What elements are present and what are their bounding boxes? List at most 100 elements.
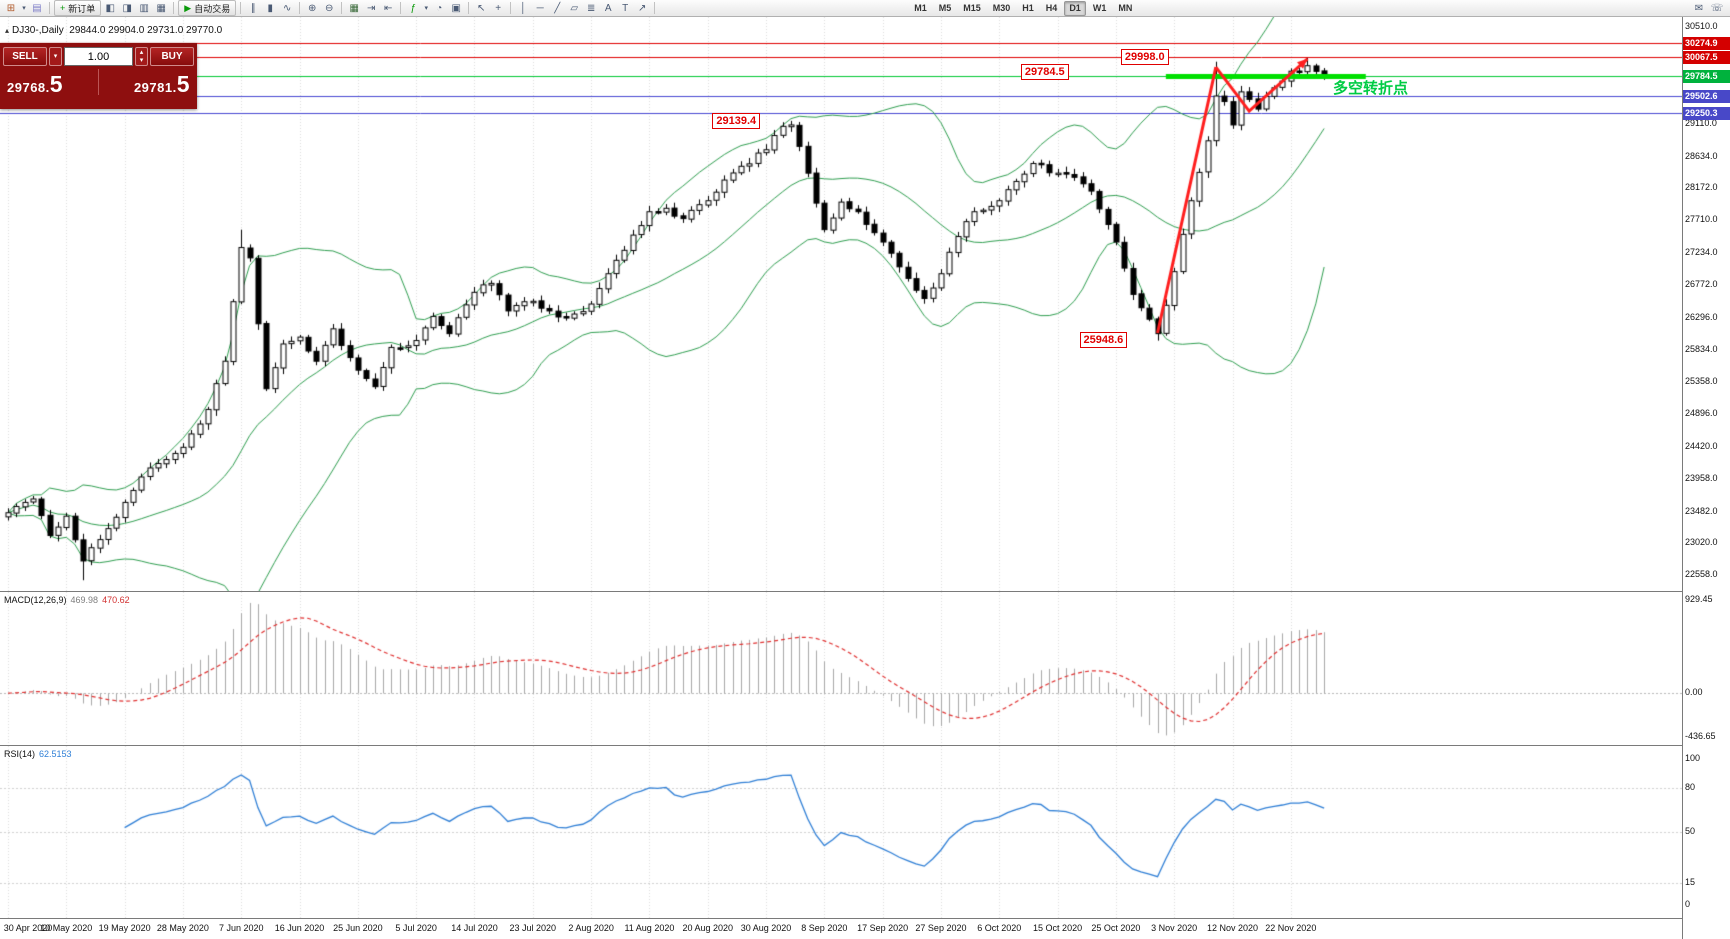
equidistant-channel-icon[interactable]: ▱ [570,2,579,14]
new-chart-dropdown-icon[interactable]: ▾ [22,5,26,12]
line-chart-icon[interactable]: ∿ [283,2,292,14]
buy-button[interactable]: BUY [150,47,194,66]
new-order-button-label: 新订单 [68,3,96,14]
price-axis-tick: 23482.0 [1685,505,1718,516]
time-axis-label: 23 Jul 2020 [509,923,557,933]
time-axis-label: 25 Oct 2020 [1091,923,1141,933]
mail-icon[interactable]: ✉ [1694,2,1704,14]
timeframe-mn[interactable]: MN [1118,2,1133,13]
rsi-axis-tick: 100 [1685,753,1701,763]
new-chart-icon[interactable]: ⊞ [6,2,16,14]
time-axis-label: 20 Aug 2020 [682,923,733,933]
text-label-icon[interactable]: T [622,2,629,14]
time-axis-label: 15 Oct 2020 [1033,923,1083,933]
timeframe-w1[interactable]: W1 [1092,2,1107,13]
price-badge: 29784.5 [1683,70,1730,84]
timeframe-h4[interactable]: H4 [1045,2,1058,13]
trade-panel-controls: SELL ▾ ▴▾ BUY [0,43,197,67]
macd-canvas[interactable] [0,592,1682,745]
toolbar-separator [49,2,50,14]
time-axis-label: 16 Jun 2020 [274,923,325,933]
indicators-icon[interactable]: ƒ [410,2,416,14]
toolbar-separator [654,2,656,14]
time-axis-label: 30 Aug 2020 [740,923,792,933]
arrows-icon[interactable]: ↗ [638,2,647,14]
timeframe-m30[interactable]: M30 [992,2,1011,13]
rsi-canvas[interactable] [0,746,1682,918]
rsi-axis-tick: 50 [1685,826,1696,836]
candlestick-chart-icon[interactable]: ▮ [267,2,273,14]
vertical-line-icon[interactable]: │ [520,2,527,14]
trade-panel-divider [98,69,99,95]
toolbar-separator [299,2,301,14]
price-axis-tick: 24896.0 [1685,408,1718,419]
time-axis-label: 3 Nov 2020 [1151,923,1198,933]
price-annotation[interactable]: 29139.4 [712,112,761,129]
auto-trading-button[interactable]: ▶ 自动交易 [178,0,237,16]
symbol-collapse-icon[interactable]: ▴ [5,26,10,35]
time-axis-label: 30 Apr 2020 [3,923,53,933]
new-order-button[interactable]: + 新订单 [54,0,102,16]
timeframe-h1[interactable]: H1 [1022,2,1034,13]
stepper-up-icon[interactable]: ▴ [139,48,144,56]
auto-scroll-icon[interactable]: ⇥ [367,2,376,14]
macd-axis-tick: 0.00 [1685,687,1703,698]
price-annotation[interactable]: 29784.5 [1020,64,1069,81]
rsi-axis-tick: 80 [1685,782,1696,793]
sell-dropdown-icon[interactable]: ▾ [49,47,62,66]
toolbar-separator [468,2,470,14]
price-axis-tick: 28172.0 [1685,182,1718,193]
market-watch-icon[interactable]: ◧ [105,2,115,14]
volume-stepper[interactable]: ▴ ▾ [135,47,148,66]
horizontal-line-icon[interactable]: ─ [536,2,544,14]
bar-chart-icon[interactable]: ∥ [250,2,256,14]
phone-icon[interactable]: ☏ [1710,2,1724,14]
timeframe-m5[interactable]: M5 [938,2,952,13]
trendline-icon[interactable]: ╱ [554,2,561,14]
stepper-down-icon[interactable]: ▾ [139,56,144,64]
trade-panel-prices: 29768.5 29781.5 [0,67,197,97]
symbol-ohlc-info: ▴ DJ30-,Daily 29844.0 29904.0 29731.0 297… [5,25,222,36]
symbol-ohlc-text: DJ30-,Daily 29844.0 29904.0 29731.0 2977… [12,25,223,36]
periods-icon[interactable]: ◔ [436,2,443,14]
volume-input[interactable] [64,47,133,66]
navigator-icon[interactable]: ▥ [139,2,149,14]
timeframe-group: M1 M5 M15 M30 H1 H4 D1 W1 MN [909,0,1137,16]
cursor-icon[interactable]: ↖ [477,2,486,14]
crosshair-icon[interactable]: + [495,2,502,14]
templates-icon[interactable]: ▣ [451,2,461,14]
time-axis[interactable]: 30 Apr 2020 10 May 2020 19 May 2020 28 May … [0,918,1682,939]
price-annotation[interactable]: 29998.0 [1120,48,1169,65]
fibonacci-icon[interactable]: ≣ [587,2,596,14]
data-window-icon[interactable]: ◨ [122,2,132,14]
timeframe-m1[interactable]: M1 [914,2,927,13]
time-axis-label: 7 Jun 2020 [218,923,264,933]
text-icon[interactable]: A [604,2,612,14]
rsi-axis-tick: 0 [1685,899,1691,909]
terminal-icon[interactable]: ▦ [156,2,166,14]
chart-shift-icon[interactable]: ⇤ [384,2,393,14]
price-axis[interactable]: 30510.0 29110.0 28634.0 28172.0 27710.0 27234… [1682,17,1730,939]
price-annotation[interactable]: 25948.6 [1079,331,1128,348]
macd-axis-tick: 929.45 [1685,594,1713,604]
chart-note-annotation[interactable]: 多空转折点 [1333,80,1409,97]
time-axis-label: 14 Jul 2020 [451,923,498,933]
price-axis-tick: 25834.0 [1685,343,1718,354]
timeframe-m15[interactable]: M15 [963,2,981,13]
main-chart-canvas[interactable] [0,17,1682,591]
tile-windows-icon[interactable]: ▦ [349,2,359,14]
toolbar-separator [510,2,512,14]
zoom-in-icon[interactable]: ⊕ [308,2,317,14]
toolbar-right-group: ✉ ☏ [1691,1,1727,15]
zoom-out-icon[interactable]: ⊖ [325,2,334,14]
price-badge: 30274.9 [1683,36,1730,50]
buy-price: 29781.5 [133,71,190,97]
indicators-dropdown-icon[interactable]: ▾ [424,5,428,12]
time-axis-label: 17 Sep 2020 [857,923,909,933]
sell-button[interactable]: SELL [3,47,47,66]
price-axis-tick: 25358.0 [1685,376,1718,387]
price-badge: 30067.5 [1683,50,1730,64]
profiles-icon[interactable]: ▤ [32,2,42,14]
timeframe-d1[interactable]: D1 [1064,0,1086,16]
